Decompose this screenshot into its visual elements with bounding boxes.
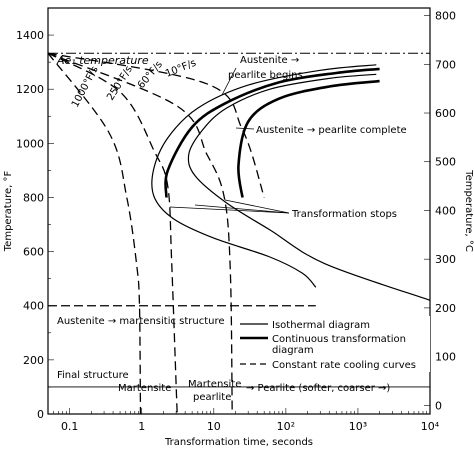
x-tick-label: 10² (277, 420, 295, 433)
final-structure-label: Final structure (57, 370, 129, 381)
martensite-pearlite-label-1: Martensite (188, 379, 241, 390)
y-left-tick-label: 0 (37, 408, 44, 421)
y-axis-left-label: Temperature, °F (3, 171, 14, 253)
y-axis-right-label: Temperature, °C (463, 169, 474, 252)
austenite-begins-label-1: Austenite → (240, 55, 299, 66)
y-left-tick-label: 1400 (16, 29, 44, 42)
x-tick-label: 10 (207, 420, 221, 433)
x-axis-ticks: 0.1 1 10 10² 10³ 10⁴ (47, 408, 440, 433)
transformation-stops-label: Transformation stops (291, 209, 397, 220)
legend-label-cct-1: Continuous transformation (272, 334, 406, 345)
y-right-tick-label: 0 (435, 399, 442, 412)
y-left-tick-label: 600 (23, 246, 44, 259)
y-left-tick-label: 400 (23, 300, 44, 313)
cct-curve-1-1 (237, 79, 380, 198)
annotation-leaders (169, 67, 290, 214)
cooling-curve-4-0 (47, 52, 233, 415)
y-axis-right-ticks: 0 100 200 300 400 500 600 700 800 (424, 10, 456, 412)
cct-curve-1-0 (164, 67, 380, 198)
y-left-tick-label: 1000 (16, 137, 44, 150)
y-right-tick-label: 500 (435, 156, 456, 169)
x-tick-label: 10³ (349, 420, 367, 433)
y-left-tick-label: 200 (23, 354, 44, 367)
y-right-tick-label: 700 (435, 58, 456, 71)
y-right-tick-label: 400 (435, 204, 456, 217)
legend-box (250, 316, 430, 372)
rate-label-1000: 1000°F/s (70, 65, 101, 110)
austenite-begins-label-2: pearlite begins (228, 70, 303, 81)
isothermal-curve-0-0 (151, 64, 377, 288)
x-tick-label: 0.1 (61, 420, 79, 433)
y-right-tick-label: 100 (435, 351, 456, 364)
austenite-complete-label: Austenite → pearlite complete (256, 125, 407, 136)
data-curves (47, 52, 431, 415)
y-right-tick-label: 300 (435, 253, 456, 266)
y-right-tick-label: 600 (435, 107, 456, 120)
rate-label-250: 250°F/s (105, 64, 135, 102)
cooling-curve-2-0 (47, 52, 142, 415)
legend-label-cooling: Constant rate cooling curves (272, 360, 416, 371)
cooling-curve-5-0 (47, 52, 265, 198)
x-tick-label: 10⁴ (421, 420, 440, 433)
y-right-tick-label: 200 (435, 302, 456, 315)
x-axis-label: Transformation time, seconds (164, 437, 313, 448)
plot-frame (47, 7, 431, 415)
ae1-label: Ae₁ temperature (56, 54, 149, 67)
pearlite-label: → Pearlite (softer, coarser →) (246, 383, 390, 394)
y-right-tick-label: 800 (435, 10, 456, 23)
legend-label-cct-2: diagram (272, 345, 314, 356)
y-left-tick-label: 800 (23, 191, 44, 204)
martensite-pearlite-label-2: pearlite (193, 392, 231, 403)
cooling-curve-3-0 (47, 52, 178, 415)
reference-lines (48, 52, 430, 388)
austenite-martensitic-label: Austenite → martensitic structure (57, 316, 225, 327)
martensite-label: Martensite (118, 383, 171, 394)
y-axis-left-ticks: 0 200 400 600 800 1000 1200 1400 (16, 29, 54, 421)
x-tick-label: 1 (138, 420, 145, 433)
isothermal-curve-0-1 (187, 73, 431, 301)
legend: Isothermal diagram Continuous transforma… (240, 316, 430, 372)
y-left-tick-label: 1200 (16, 83, 44, 96)
legend-label-isothermal: Isothermal diagram (272, 320, 370, 331)
